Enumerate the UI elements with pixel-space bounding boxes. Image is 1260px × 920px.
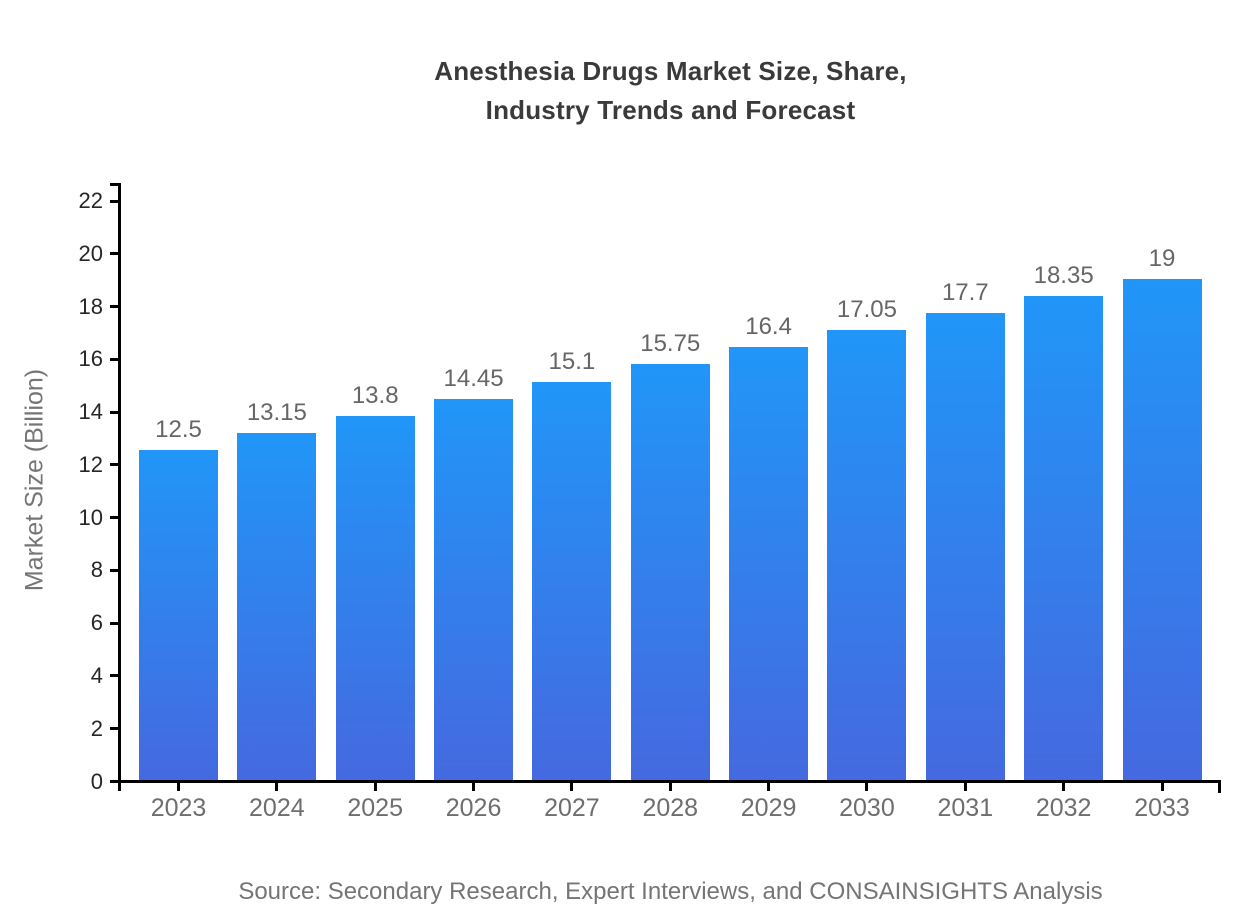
- y-tick: [110, 727, 120, 731]
- y-tick: [110, 621, 120, 625]
- bar-value-label: 15.75: [640, 330, 701, 358]
- x-tick: [373, 780, 377, 791]
- y-tick: [110, 305, 120, 309]
- bar: [532, 381, 612, 780]
- x-tick-label: 2023: [150, 794, 207, 822]
- x-tick-label: 2030: [839, 794, 895, 822]
- y-axis-line: [118, 183, 121, 791]
- bar-value-label: 13.8: [351, 381, 399, 409]
- chart-title-line2: Industry Trends and Forecast: [485, 95, 856, 125]
- bar: [729, 347, 809, 780]
- x-tick: [668, 780, 672, 791]
- x-tick-label: 2029: [740, 794, 797, 822]
- x-tick-label: 2026: [445, 794, 502, 822]
- bar-value-label: 13.15: [246, 399, 307, 427]
- y-tick-label: 0: [90, 768, 103, 794]
- y-tick: [110, 568, 120, 572]
- x-tick-label: 2028: [642, 794, 699, 822]
- bar: [237, 433, 317, 780]
- y-tick: [110, 516, 120, 520]
- bar-value-label: 17.7: [941, 278, 989, 306]
- x-axis-line: [110, 780, 1221, 783]
- chart-title-line1: Anesthesia Drugs Market Size, Share,: [434, 56, 907, 86]
- bar: [434, 398, 514, 780]
- x-tick-label: 2027: [544, 794, 600, 822]
- bar-value-label: 16.4: [745, 313, 792, 341]
- y-tick: [110, 674, 120, 678]
- y-tick: [110, 199, 120, 203]
- bar: [1122, 278, 1202, 780]
- y-tick-label: 12: [78, 451, 103, 477]
- bar: [139, 450, 218, 780]
- y-tick: [110, 252, 120, 256]
- bar: [630, 364, 710, 780]
- y-tick-label: 4: [90, 662, 103, 688]
- y-axis-end-cap: [110, 183, 120, 186]
- y-tick-label: 8: [90, 557, 103, 583]
- x-tick-label: 2033: [1134, 794, 1190, 822]
- x-tick-label: 2025: [347, 794, 403, 822]
- y-tick-label: 14: [78, 399, 103, 425]
- y-tick-label: 10: [78, 504, 103, 530]
- x-tick-label: 2024: [249, 794, 305, 822]
- x-tick: [963, 780, 967, 791]
- y-tick: [110, 410, 120, 414]
- bar: [925, 312, 1005, 780]
- y-tick-label: 18: [78, 293, 103, 319]
- bar-value-label: 15.1: [548, 347, 596, 375]
- x-tick: [1062, 780, 1066, 791]
- bar-value-label: 19: [1148, 244, 1176, 272]
- y-tick-label: 22: [78, 188, 103, 213]
- bar: [827, 330, 907, 780]
- source-note: Source: Secondary Research, Expert Inter…: [238, 878, 1103, 905]
- bar-value-label: 12.5: [155, 416, 202, 444]
- x-tick: [865, 780, 869, 791]
- y-tick: [110, 780, 120, 783]
- chart-title: Anesthesia Drugs Market Size, Share, Ind…: [120, 52, 1221, 130]
- x-tick: [1160, 780, 1164, 791]
- bar-value-label: 14.45: [443, 364, 504, 392]
- y-tick: [110, 463, 120, 467]
- x-axis-end-cap: [1218, 780, 1221, 793]
- y-tick-label: 16: [78, 346, 103, 372]
- bar: [335, 415, 415, 780]
- bar-value-label: 18.35: [1033, 261, 1094, 289]
- y-tick-label: 2: [90, 715, 103, 741]
- y-tick-label: 6: [90, 610, 103, 636]
- x-tick: [177, 780, 180, 791]
- x-tick: [472, 780, 476, 791]
- x-tick: [275, 780, 279, 791]
- y-tick-label: 20: [78, 240, 103, 266]
- y-tick: [110, 357, 120, 361]
- x-tick: [767, 780, 771, 791]
- bar: [1024, 295, 1104, 780]
- x-tick: [570, 780, 574, 791]
- bar-value-label: 17.05: [836, 296, 897, 324]
- x-tick-label: 2031: [937, 794, 994, 822]
- x-tick-label: 2032: [1035, 794, 1092, 822]
